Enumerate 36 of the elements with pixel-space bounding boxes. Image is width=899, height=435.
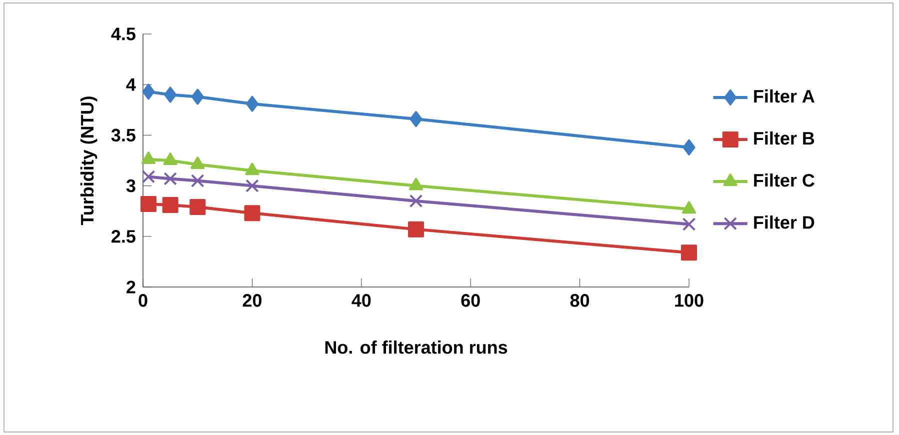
x-tick-label: 20	[242, 294, 262, 307]
x-tick-label: 100	[675, 294, 704, 307]
y-tick-label: 2.5	[112, 230, 136, 243]
point	[190, 174, 204, 188]
point	[681, 244, 698, 261]
x-tick-label: 40	[352, 294, 371, 307]
x-axis-title: No. of filteration runs	[325, 340, 508, 354]
point	[140, 196, 156, 212]
point	[682, 218, 696, 231]
y-tick-label: 4.5	[111, 28, 136, 40]
point	[190, 199, 206, 216]
point	[244, 205, 260, 222]
legend-label: Filter C	[754, 173, 814, 187]
y-tick-label: 4	[126, 78, 136, 91]
x-tick-label: 0	[138, 294, 148, 307]
point	[409, 194, 423, 208]
y-tick-label: 3.5	[111, 128, 136, 142]
point	[410, 111, 422, 128]
legend-label: Filter D	[754, 216, 814, 229]
point	[682, 139, 696, 156]
y-axis-title: Turbidity (NTU)	[80, 96, 98, 226]
point	[142, 84, 155, 100]
legend-label: Filter B	[754, 131, 814, 145]
point	[164, 86, 177, 103]
point	[191, 88, 204, 105]
point	[162, 197, 178, 214]
legend-label: Filter A	[754, 89, 814, 103]
point	[142, 170, 156, 184]
point	[408, 221, 424, 238]
y-tick-label: 2	[126, 280, 136, 294]
x-tick-label: 80	[570, 294, 590, 307]
point	[246, 96, 258, 112]
y-tick-label: 3	[126, 179, 136, 192]
point	[164, 172, 177, 186]
point	[246, 179, 259, 192]
x-tick-label: 60	[461, 294, 480, 307]
